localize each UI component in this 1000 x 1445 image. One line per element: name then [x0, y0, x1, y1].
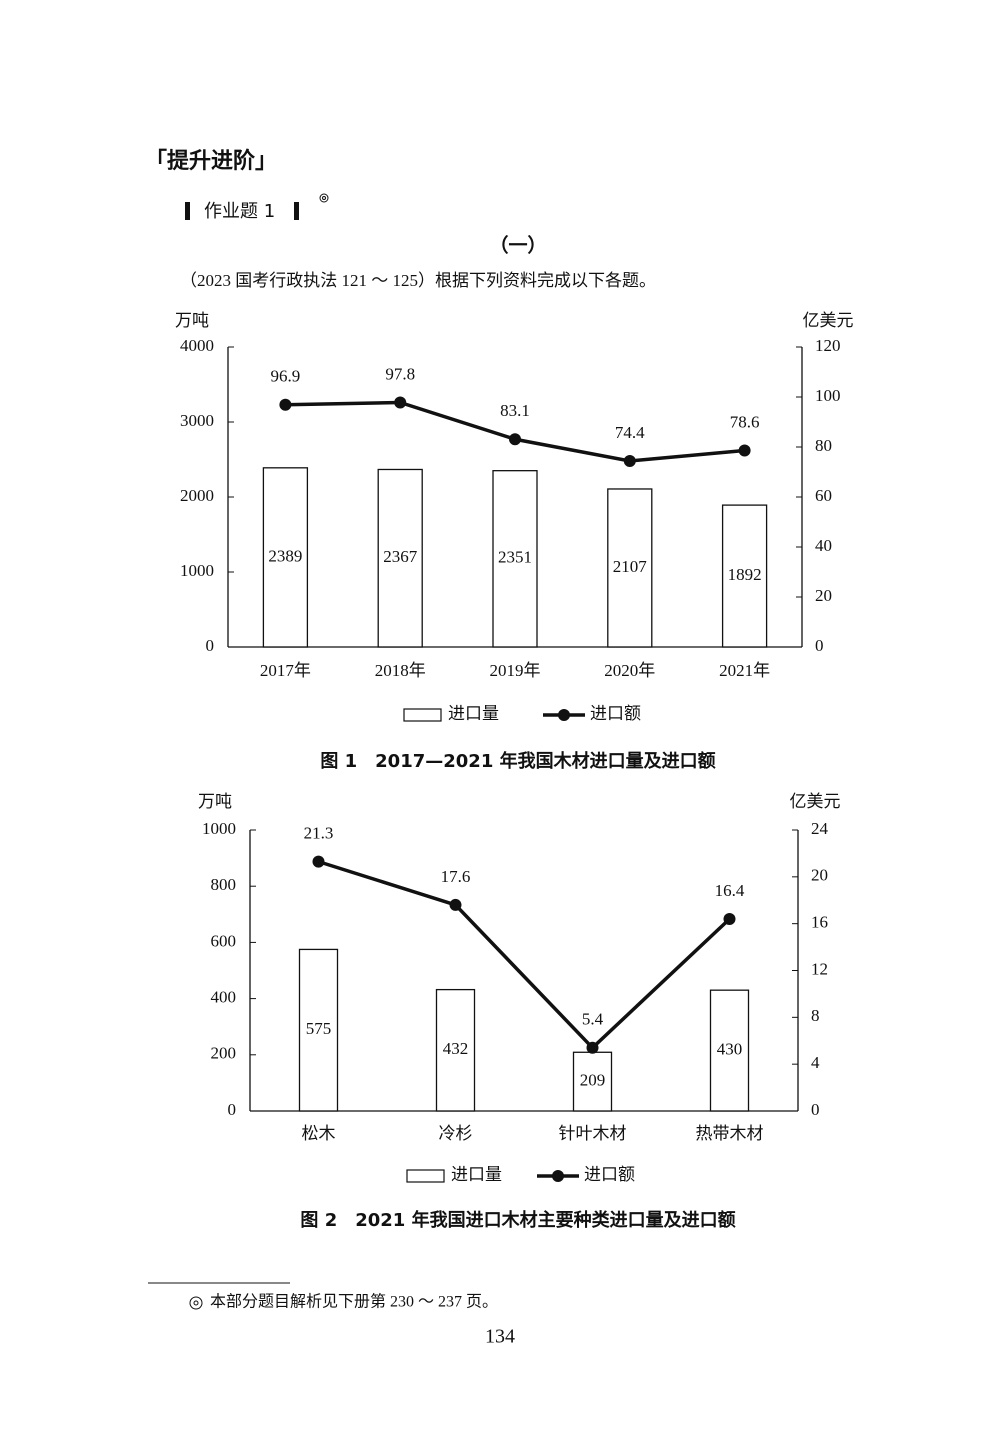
legend-label: 进口量 [451, 1165, 502, 1184]
y2-tick-label: 0 [811, 1100, 820, 1119]
y-tick-label: 800 [211, 875, 237, 894]
y2-tick-label: 8 [811, 1006, 820, 1025]
line-value-label: 74.4 [615, 423, 645, 442]
line-value-label: 97.8 [385, 364, 415, 383]
y-axis-title: 万吨 [198, 792, 232, 811]
part-title: （一） [489, 234, 546, 257]
y2-tick-label: 80 [815, 436, 832, 455]
point [394, 396, 407, 409]
point [279, 398, 292, 411]
line-value-label: 21.3 [304, 824, 334, 843]
y2-tick-label: 16 [811, 913, 828, 932]
bar [435, 988, 476, 1112]
y2-tick-label: 20 [815, 586, 832, 605]
bar [377, 468, 423, 648]
y2-tick-label: 24 [811, 819, 829, 838]
decor-bar [185, 202, 190, 220]
y-tick-label: 2000 [180, 486, 214, 505]
y2-tick-label: 0 [815, 636, 824, 655]
line [317, 859, 731, 1051]
intro: （2023 国考行政执法 121 ～ 125）根据下列资料完成以下各题。 [180, 271, 656, 290]
bar-value-label: 209 [580, 1071, 606, 1090]
flower-icon [189, 1296, 203, 1310]
bar-value-label: 1892 [728, 565, 762, 584]
y-tick-label: 1000 [202, 819, 236, 838]
exercise-title: 作业题 1 [204, 201, 275, 222]
line-value-label: 96.9 [271, 367, 301, 386]
chart-title: 图 2 2021 年我国进口木材主要种类进口量及进口额 [300, 1209, 735, 1231]
x-tick-label: 2021年 [719, 661, 770, 680]
y2-tick-label: 12 [811, 959, 828, 978]
y2-axis-title: 亿美元 [803, 311, 854, 330]
legend-swatch [406, 1169, 445, 1183]
y-tick-label: 0 [206, 636, 215, 655]
bar [709, 989, 750, 1112]
bar-value-label: 575 [306, 1019, 332, 1038]
bar [298, 948, 339, 1112]
bar-value-label: 2351 [498, 548, 532, 567]
y2-tick-label: 100 [815, 386, 841, 405]
page-number: 134 [485, 1326, 515, 1348]
y-tick-label: 4000 [180, 336, 214, 355]
line-value-label: 78.6 [730, 412, 760, 431]
legend-label: 进口量 [448, 704, 499, 723]
flower-icon [319, 193, 329, 203]
bar [607, 488, 653, 648]
point [312, 855, 325, 868]
point [623, 455, 636, 467]
bar-value-label: 2389 [268, 546, 302, 565]
line-value-label: 83.1 [500, 401, 530, 420]
legend-label: 进口额 [590, 704, 641, 723]
x-tick-label: 热带木材 [696, 1124, 764, 1143]
y-tick-label: 200 [211, 1044, 237, 1063]
y2-tick-label: 120 [815, 336, 841, 355]
bar-value-label: 432 [443, 1039, 469, 1058]
decor-bar [294, 202, 299, 220]
y2-tick-label: 60 [815, 486, 832, 505]
bar [721, 504, 768, 648]
section-title: 「提升进阶」 [145, 148, 277, 174]
x-tick-label: 冷杉 [439, 1124, 473, 1143]
x-tick-label: 2019年 [490, 661, 541, 680]
footnote: 本部分题目解析见下册第 230 ～ 237 页。 [210, 1293, 498, 1311]
legend-point [552, 1170, 564, 1182]
y2-axis-title: 亿美元 [790, 792, 841, 811]
x-tick-label: 针叶木材 [559, 1124, 627, 1143]
legend-point [558, 709, 570, 721]
y-tick-label: 600 [211, 931, 237, 950]
y-tick-label: 3000 [180, 411, 214, 430]
y2-tick-label: 4 [811, 1053, 820, 1072]
line-value-label: 17.6 [441, 867, 471, 886]
point [509, 433, 521, 446]
y-tick-label: 400 [211, 988, 237, 1007]
y-tick-label: 1000 [180, 561, 214, 580]
line-value-label: 5.4 [582, 1010, 604, 1029]
point [738, 444, 751, 457]
point [586, 1041, 599, 1054]
legend-swatch [403, 708, 442, 722]
bar [262, 467, 309, 648]
bar-value-label: 2107 [613, 557, 648, 576]
y2-tick-label: 40 [815, 536, 832, 555]
x-tick-label: 松木 [302, 1124, 336, 1143]
line-value-label: 16.4 [715, 881, 745, 900]
chart-title: 图 1 2017—2021 年我国木材进口量及进口额 [320, 750, 715, 772]
y-tick-label: 0 [228, 1100, 237, 1119]
bar [492, 470, 538, 648]
bar-value-label: 430 [717, 1039, 743, 1058]
point [449, 898, 462, 911]
x-tick-label: 2017年 [260, 661, 311, 680]
y2-tick-label: 20 [811, 866, 828, 885]
x-tick-label: 2018年 [375, 661, 426, 680]
y-axis-title: 万吨 [175, 311, 209, 330]
bar [572, 1051, 613, 1112]
x-tick-label: 2020年 [604, 661, 655, 680]
point [723, 912, 736, 925]
bar-value-label: 2367 [383, 547, 418, 566]
legend-label: 进口额 [584, 1165, 635, 1184]
